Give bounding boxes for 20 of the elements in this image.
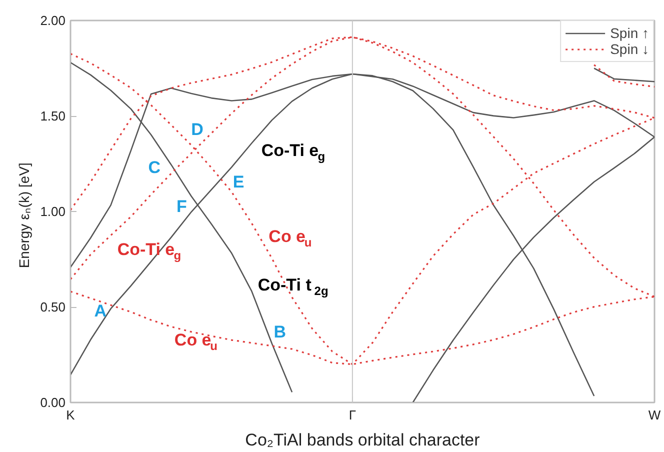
y-tick-label: 1.50 xyxy=(40,108,66,124)
y-tick-label: 1.00 xyxy=(40,204,66,219)
x-tick-label: Γ xyxy=(348,408,356,422)
x-axis-title: Co₂TiAl bands orbital character xyxy=(245,430,480,450)
y-tick-label: 0.50 xyxy=(40,300,66,314)
legend-label: Spin ↑ xyxy=(610,25,649,41)
y-tick-label: 2.00 xyxy=(40,13,66,28)
x-tick-label: K xyxy=(66,408,76,422)
x-tick-label: W xyxy=(648,408,662,422)
annotation: A xyxy=(94,301,107,320)
line-series xyxy=(593,68,654,82)
legend-label: Spin ↓ xyxy=(610,41,649,57)
line-series xyxy=(593,64,654,88)
y-axis-title: Energy εₙ(k) [eV] xyxy=(16,162,32,268)
annotation: B xyxy=(274,322,286,342)
annotation: D xyxy=(191,120,204,139)
y-tick-label: 0.00 xyxy=(40,395,66,410)
annotation: E xyxy=(232,172,244,192)
annotation: C xyxy=(148,158,161,178)
annotation: F xyxy=(176,197,187,216)
